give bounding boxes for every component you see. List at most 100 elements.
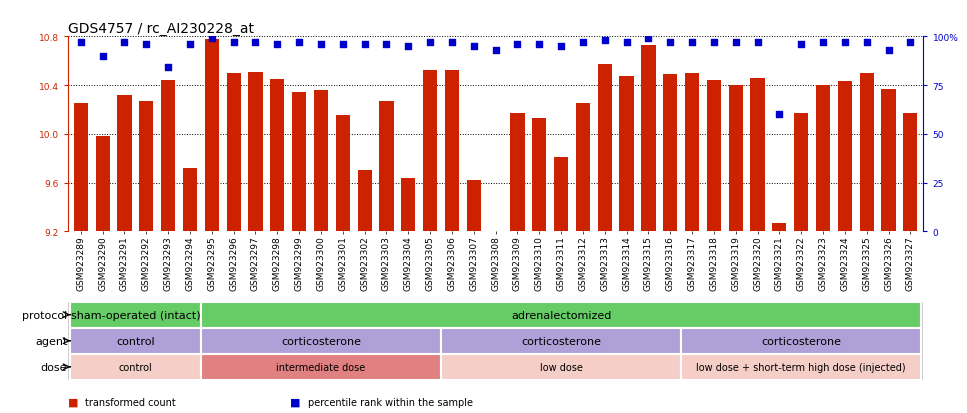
Text: adrenalectomized: adrenalectomized bbox=[511, 310, 611, 320]
Bar bbox=[707, 81, 721, 232]
Bar bbox=[183, 169, 197, 232]
Bar bbox=[816, 86, 830, 232]
Bar bbox=[70, 354, 201, 380]
Bar bbox=[401, 178, 416, 232]
Bar bbox=[117, 95, 132, 232]
Point bbox=[575, 40, 591, 46]
Point bbox=[400, 44, 416, 50]
Bar bbox=[73, 104, 88, 232]
Bar bbox=[70, 328, 201, 354]
Text: sham-operated (intact): sham-operated (intact) bbox=[71, 310, 200, 320]
Point bbox=[487, 47, 503, 54]
Point bbox=[95, 53, 110, 60]
Bar bbox=[314, 91, 328, 232]
Point bbox=[423, 40, 438, 46]
Point bbox=[73, 40, 89, 46]
Bar bbox=[292, 93, 307, 232]
Bar bbox=[139, 102, 154, 232]
Text: low dose + short-term high dose (injected): low dose + short-term high dose (injecte… bbox=[696, 362, 906, 372]
Point bbox=[772, 112, 787, 118]
Bar bbox=[249, 72, 262, 232]
Point bbox=[182, 42, 197, 48]
Bar bbox=[685, 74, 699, 232]
Text: ■: ■ bbox=[68, 397, 78, 407]
Point bbox=[313, 42, 329, 48]
Bar bbox=[96, 137, 109, 232]
Bar bbox=[681, 354, 922, 380]
Text: ■: ■ bbox=[290, 397, 301, 407]
Bar bbox=[532, 119, 546, 232]
Bar bbox=[270, 80, 284, 232]
Bar bbox=[794, 114, 808, 232]
Point bbox=[794, 42, 809, 48]
Text: GDS4757 / rc_AI230228_at: GDS4757 / rc_AI230228_at bbox=[68, 22, 253, 36]
Bar bbox=[226, 74, 241, 232]
Bar bbox=[860, 74, 874, 232]
Text: intermediate dose: intermediate dose bbox=[277, 362, 366, 372]
Text: protocol: protocol bbox=[22, 310, 68, 320]
Bar bbox=[663, 75, 677, 232]
Text: corticosterone: corticosterone bbox=[521, 336, 601, 346]
Point bbox=[859, 40, 874, 46]
Bar bbox=[641, 46, 656, 232]
Point bbox=[532, 42, 547, 48]
Bar bbox=[379, 102, 394, 232]
Bar bbox=[205, 40, 219, 232]
Text: transformed count: transformed count bbox=[85, 397, 176, 407]
Point bbox=[553, 44, 569, 50]
Text: dose: dose bbox=[41, 362, 68, 372]
Point bbox=[357, 42, 372, 48]
Bar bbox=[729, 86, 743, 232]
Point bbox=[641, 36, 657, 43]
Bar bbox=[554, 157, 569, 232]
Point bbox=[117, 40, 132, 46]
Bar bbox=[336, 116, 350, 232]
Bar bbox=[201, 354, 441, 380]
Bar bbox=[441, 328, 681, 354]
Point bbox=[466, 44, 482, 50]
Point bbox=[837, 40, 853, 46]
Point bbox=[510, 42, 525, 48]
Bar bbox=[575, 104, 590, 232]
Point bbox=[728, 40, 744, 46]
Point bbox=[685, 40, 700, 46]
Text: agent: agent bbox=[35, 336, 68, 346]
Point bbox=[226, 40, 242, 46]
Point bbox=[662, 40, 678, 46]
Text: corticosterone: corticosterone bbox=[281, 336, 361, 346]
Point bbox=[815, 40, 831, 46]
Bar bbox=[70, 302, 201, 328]
Point bbox=[161, 65, 176, 71]
Point bbox=[291, 40, 307, 46]
Bar bbox=[773, 223, 786, 232]
Bar bbox=[467, 180, 481, 232]
Bar bbox=[445, 71, 459, 232]
Bar bbox=[201, 328, 441, 354]
Point bbox=[444, 40, 459, 46]
Text: control: control bbox=[116, 336, 155, 346]
Bar bbox=[882, 90, 895, 232]
Bar bbox=[441, 354, 681, 380]
Point bbox=[902, 40, 918, 46]
Point bbox=[138, 42, 154, 48]
Text: low dose: low dose bbox=[540, 362, 582, 372]
Bar bbox=[681, 328, 922, 354]
Point bbox=[248, 40, 263, 46]
Point bbox=[379, 42, 395, 48]
Point bbox=[706, 40, 721, 46]
Point bbox=[619, 40, 634, 46]
Text: percentile rank within the sample: percentile rank within the sample bbox=[308, 397, 473, 407]
Text: corticosterone: corticosterone bbox=[761, 336, 841, 346]
Point bbox=[881, 47, 896, 54]
Bar bbox=[750, 78, 765, 232]
Bar bbox=[201, 302, 922, 328]
Point bbox=[204, 36, 220, 43]
Bar bbox=[598, 65, 612, 232]
Bar bbox=[620, 77, 633, 232]
Bar bbox=[161, 81, 175, 232]
Bar bbox=[358, 171, 371, 232]
Point bbox=[335, 42, 350, 48]
Point bbox=[749, 40, 765, 46]
Bar bbox=[903, 114, 918, 232]
Point bbox=[270, 42, 285, 48]
